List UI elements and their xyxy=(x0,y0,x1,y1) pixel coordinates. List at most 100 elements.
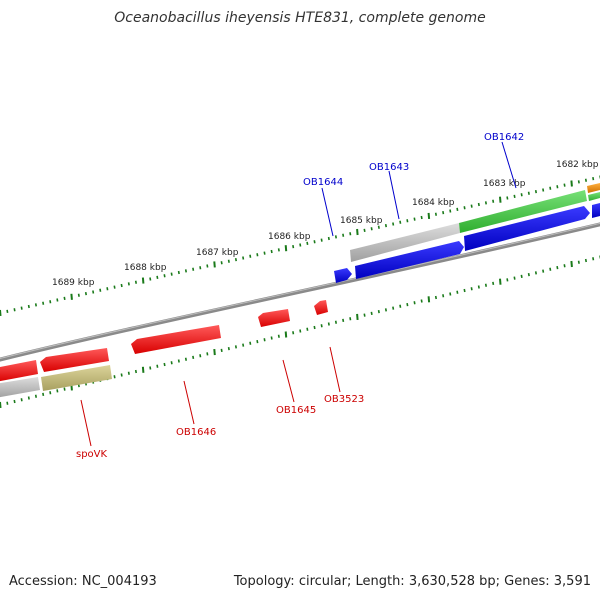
leader-line xyxy=(501,141,517,189)
minor-tick xyxy=(327,236,330,241)
gene-arrow-blue-forward[interactable] xyxy=(334,268,352,283)
major-tick xyxy=(0,309,2,317)
minor-tick xyxy=(170,361,173,365)
gene-arrow-red-reverse[interactable] xyxy=(314,300,328,315)
minor-tick xyxy=(370,227,373,231)
minor-tick xyxy=(149,277,152,281)
gene-arrow-red-reverse[interactable] xyxy=(258,309,290,327)
inner-tick-ring xyxy=(0,255,600,409)
gene-arrow-gray-reverse[interactable] xyxy=(0,377,40,398)
gene-arrow-red-reverse[interactable] xyxy=(131,325,221,354)
minor-tick xyxy=(49,391,52,395)
minor-tick xyxy=(413,217,416,221)
minor-tick xyxy=(134,369,137,374)
minor-tick xyxy=(163,274,166,278)
minor-tick xyxy=(592,176,595,181)
minor-tick xyxy=(549,186,552,190)
minor-tick xyxy=(534,189,537,194)
minor-tick xyxy=(292,331,295,335)
minor-tick xyxy=(306,327,309,331)
minor-tick xyxy=(277,334,280,338)
kbp-label: 1684 kbp xyxy=(412,198,455,208)
minor-tick xyxy=(156,275,159,280)
gene-label-forward[interactable]: OB1644 xyxy=(303,177,343,188)
minor-tick xyxy=(449,209,452,213)
minor-tick xyxy=(184,269,187,273)
gene-label-reverse[interactable]: spoVK xyxy=(76,449,108,460)
minor-tick xyxy=(27,304,30,309)
gene-arrow-blue-forward[interactable] xyxy=(592,203,600,218)
minor-tick xyxy=(434,295,437,300)
gene-arrow-green-forward[interactable] xyxy=(459,190,587,233)
minor-tick xyxy=(234,345,237,349)
gene-arrow-green2-forward[interactable] xyxy=(588,192,600,201)
kbp-label: 1685 kbp xyxy=(340,216,383,226)
minor-tick xyxy=(299,329,302,333)
kbp-label: 1687 kbp xyxy=(196,248,239,258)
minor-tick xyxy=(342,318,345,323)
minor-tick xyxy=(170,272,173,276)
minor-tick xyxy=(399,304,402,308)
minor-tick xyxy=(120,373,123,377)
gene-label-reverse[interactable]: OB3523 xyxy=(324,394,364,405)
minor-tick xyxy=(192,355,195,360)
genome-backbone xyxy=(0,222,600,362)
minor-tick xyxy=(563,183,566,187)
minor-tick xyxy=(270,249,273,254)
minor-tick xyxy=(277,248,280,252)
minor-tick xyxy=(584,258,587,263)
kbp-label: 1682 kbp xyxy=(556,160,599,170)
gene-label-reverse[interactable]: OB1646 xyxy=(176,427,216,438)
minor-tick xyxy=(442,294,445,298)
minor-tick xyxy=(577,260,580,264)
gene-arrow-blue-forward[interactable] xyxy=(464,206,590,251)
minor-tick xyxy=(149,366,152,370)
minor-tick xyxy=(477,285,480,289)
minor-tick xyxy=(256,339,259,344)
minor-tick xyxy=(127,282,130,286)
minor-tick xyxy=(363,228,366,233)
minor-tick xyxy=(77,293,80,297)
minor-tick xyxy=(120,283,123,288)
gene-arrow-blue-forward[interactable] xyxy=(355,241,464,279)
gene-arrow-red-reverse[interactable] xyxy=(0,360,38,382)
genome-backbone-highlight xyxy=(0,222,600,360)
major-tick xyxy=(356,313,359,320)
minor-tick xyxy=(113,285,116,289)
minor-tick xyxy=(549,267,552,271)
minor-tick xyxy=(520,193,523,197)
minor-tick xyxy=(320,238,323,242)
gene-arrow-orange-forward[interactable] xyxy=(587,183,600,193)
minor-tick xyxy=(442,210,445,215)
accession-label: Accession: xyxy=(9,574,78,589)
minor-tick xyxy=(106,287,109,291)
minor-tick xyxy=(199,266,202,270)
minor-tick xyxy=(49,300,52,304)
minor-tick xyxy=(206,264,209,268)
gene-label-forward[interactable]: OB1643 xyxy=(369,162,409,173)
major-tick xyxy=(213,261,216,268)
minor-tick xyxy=(42,301,45,305)
gene-arrow-red-reverse[interactable] xyxy=(40,348,109,372)
minor-tick xyxy=(384,223,387,228)
leader-line xyxy=(388,170,400,220)
gene-arrow-olive-reverse[interactable] xyxy=(41,365,112,391)
minor-tick xyxy=(449,292,452,296)
minor-tick xyxy=(520,274,523,279)
minor-tick xyxy=(263,338,266,342)
gene-label-reverse[interactable]: OB1645 xyxy=(276,405,316,416)
kbp-label: 1683 kbp xyxy=(483,179,526,189)
gene-label-forward[interactable]: OB1642 xyxy=(484,132,524,143)
minor-tick xyxy=(342,233,345,237)
gene-arrow-gray-forward[interactable] xyxy=(350,223,460,262)
minor-tick xyxy=(513,194,516,199)
minor-tick xyxy=(534,271,537,275)
minor-tick xyxy=(463,206,466,210)
minor-tick xyxy=(256,253,259,257)
minor-tick xyxy=(392,306,395,310)
minor-tick xyxy=(456,290,459,294)
minor-tick xyxy=(206,352,209,356)
major-tick xyxy=(499,196,502,203)
minor-tick xyxy=(384,308,387,312)
minor-tick xyxy=(506,278,509,282)
